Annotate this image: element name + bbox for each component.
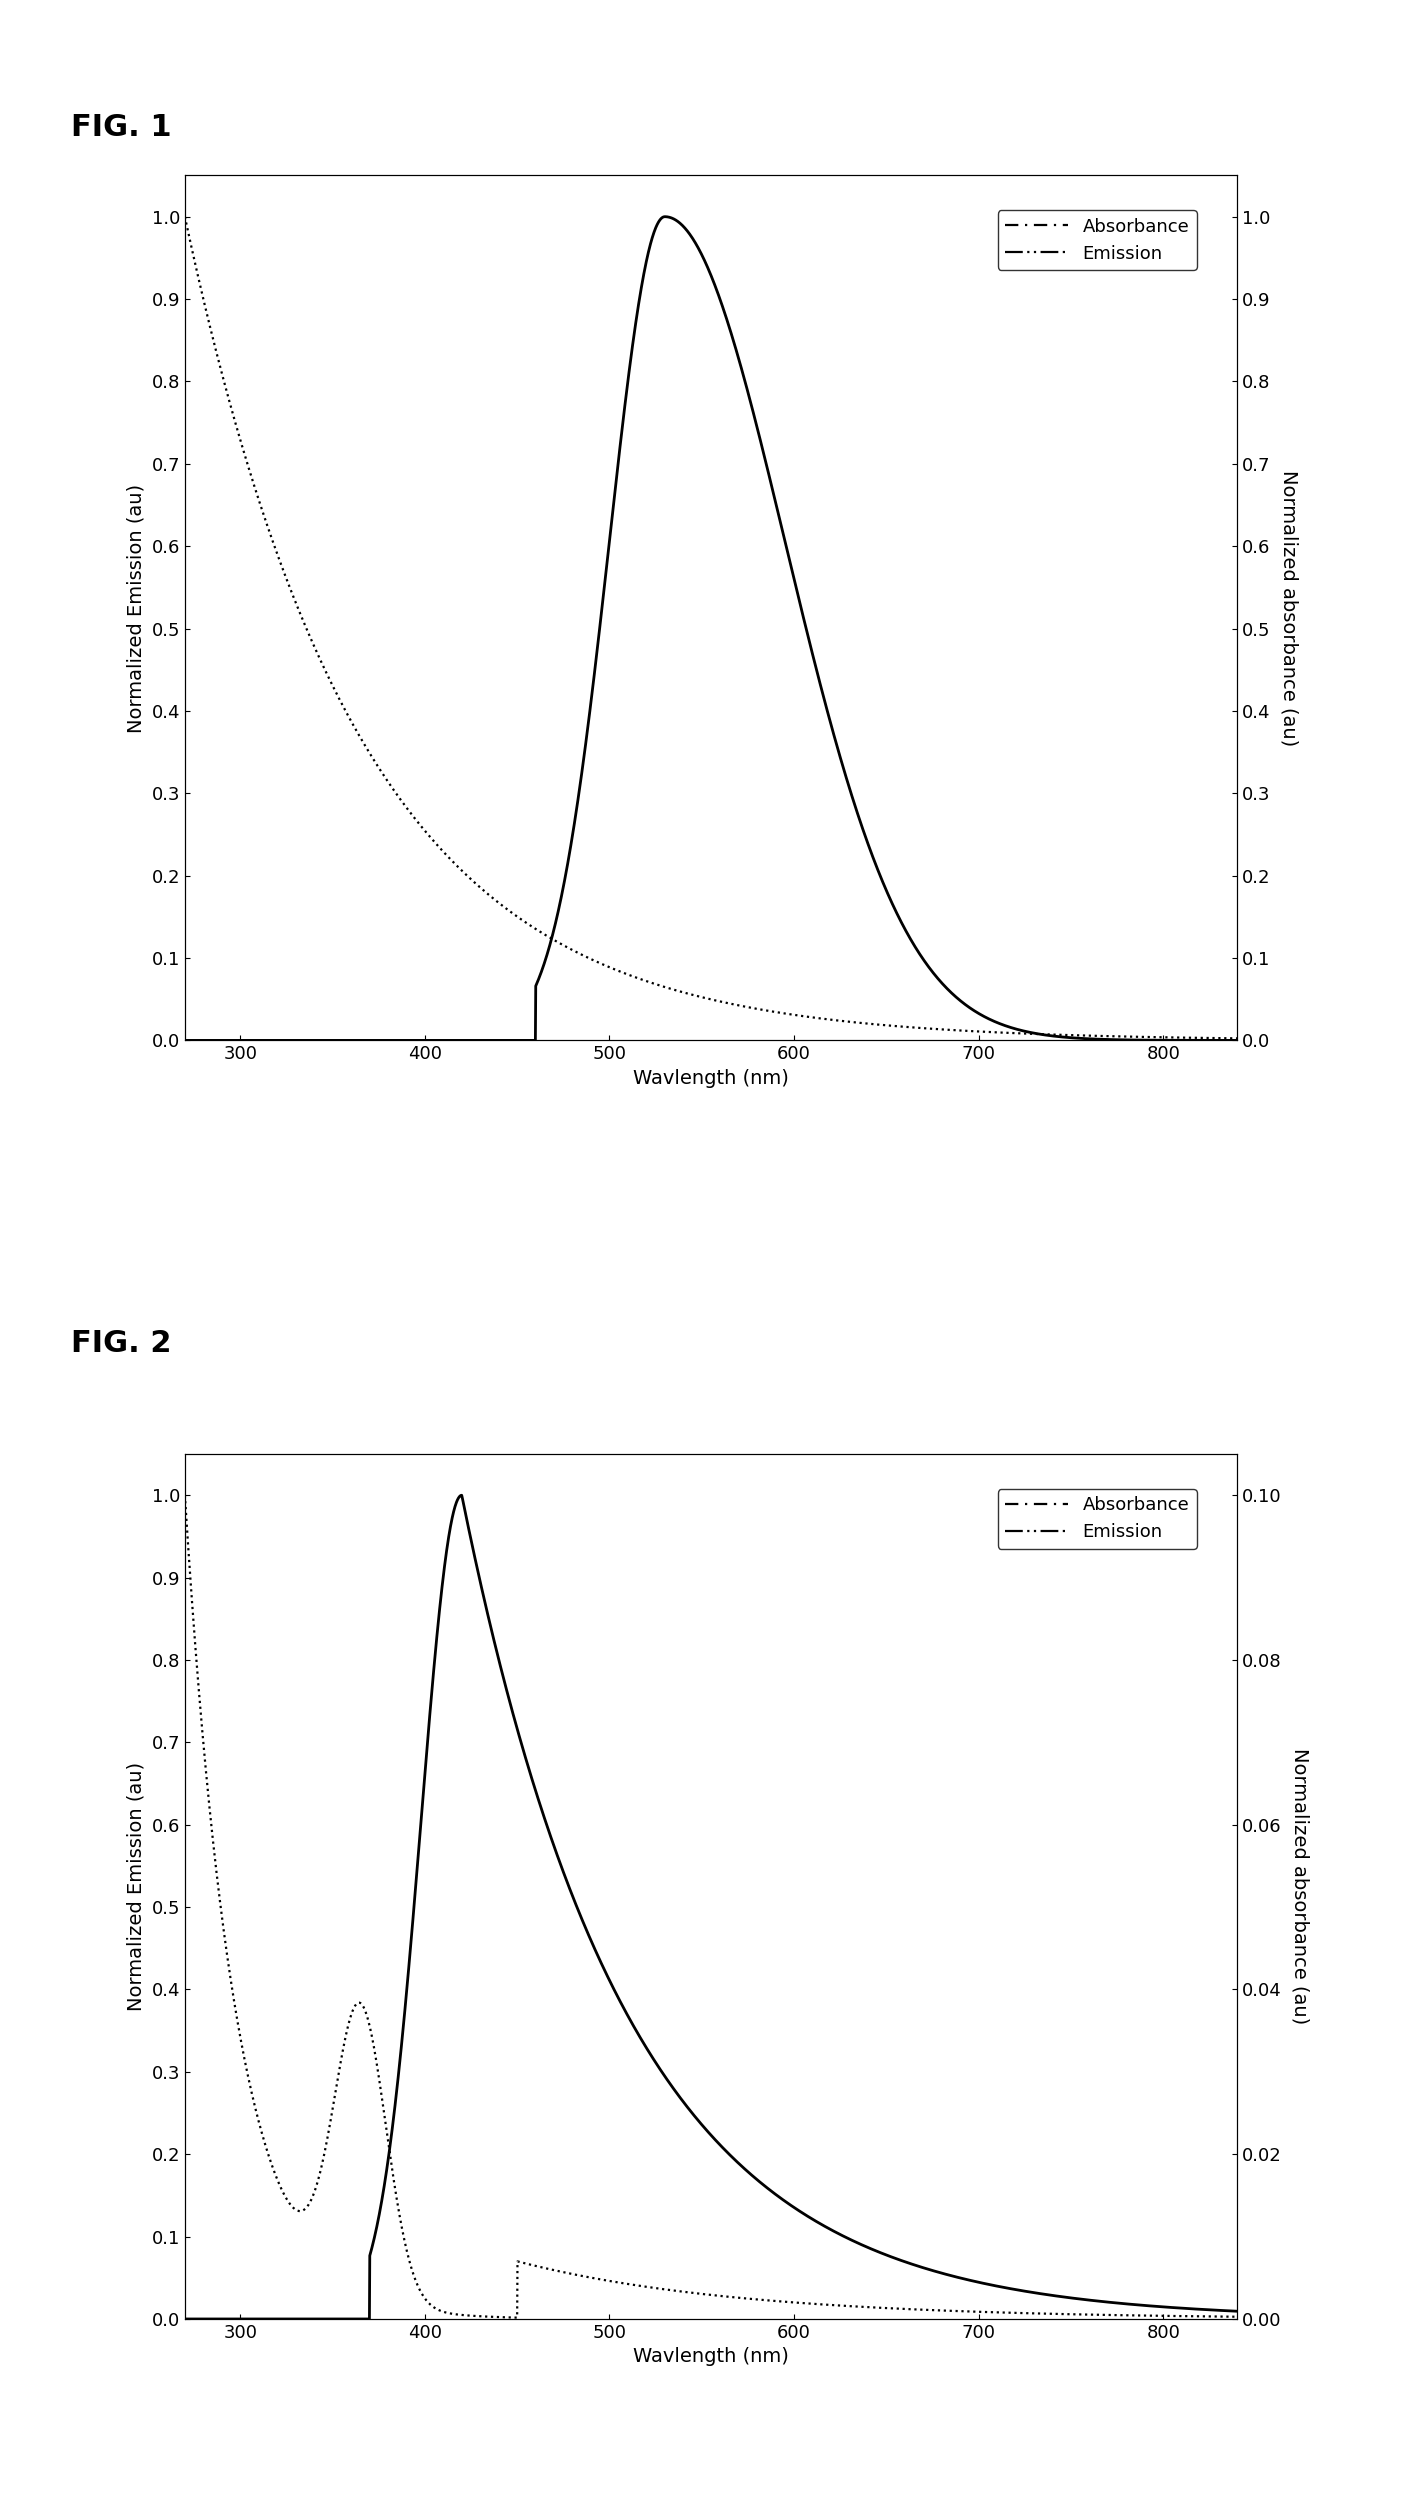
X-axis label: Wavlength (nm): Wavlength (nm) xyxy=(633,2347,789,2367)
Text: FIG. 1: FIG. 1 xyxy=(71,113,172,143)
Legend: Absorbance, Emission: Absorbance, Emission xyxy=(998,1489,1196,1549)
Y-axis label: Normalized Emission (au): Normalized Emission (au) xyxy=(127,1762,146,2011)
Text: FIG. 2: FIG. 2 xyxy=(71,1329,172,1359)
Y-axis label: Normalized absorbance (au): Normalized absorbance (au) xyxy=(1280,469,1298,747)
X-axis label: Wavlength (nm): Wavlength (nm) xyxy=(633,1068,789,1088)
Y-axis label: Normalized absorbance (au): Normalized absorbance (au) xyxy=(1291,1747,1310,2026)
Legend: Absorbance, Emission: Absorbance, Emission xyxy=(998,211,1196,271)
Y-axis label: Normalized Emission (au): Normalized Emission (au) xyxy=(127,484,146,732)
